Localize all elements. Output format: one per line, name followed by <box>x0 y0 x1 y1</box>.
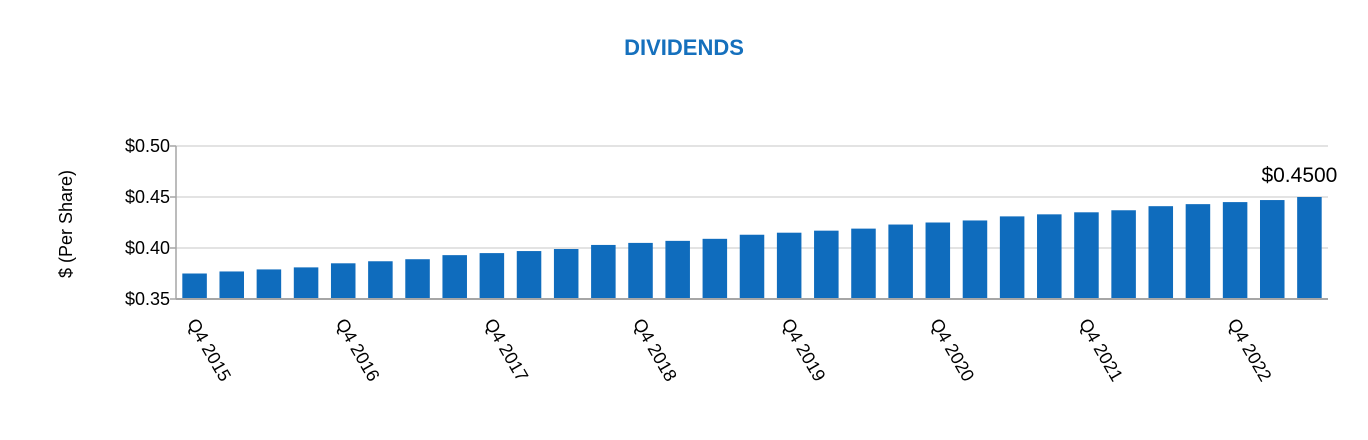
x-tick-label: Q4 2016 <box>332 315 384 385</box>
bar <box>256 269 282 299</box>
bar <box>1111 210 1136 299</box>
y-axis-label: $ (Per Share) <box>56 170 76 278</box>
bar <box>442 255 467 299</box>
bar <box>479 253 505 299</box>
bar <box>776 232 802 299</box>
bar <box>851 228 876 299</box>
bar <box>182 273 207 299</box>
bar <box>628 242 653 299</box>
bar <box>814 230 839 299</box>
bar <box>330 263 356 299</box>
y-tick-label: $0.50 <box>125 136 170 156</box>
x-tick-label: Q4 2015 <box>183 315 235 385</box>
bar <box>702 238 728 299</box>
bar <box>665 240 690 299</box>
value-label: $0.4500 <box>1261 164 1337 187</box>
x-tick-label: Q4 2017 <box>480 315 532 385</box>
bar <box>1222 202 1248 299</box>
bar <box>516 251 542 299</box>
bar <box>1074 212 1099 299</box>
x-tick-label: Q4 2021 <box>1075 315 1127 385</box>
bar <box>405 259 430 299</box>
bar <box>1148 206 1174 299</box>
bar <box>219 271 245 299</box>
bar <box>888 224 913 299</box>
bar <box>1259 200 1285 299</box>
bar <box>1037 214 1062 299</box>
y-tick-label: $0.35 <box>125 289 170 309</box>
bar <box>1185 204 1211 299</box>
bar <box>368 261 393 299</box>
bar <box>293 267 319 299</box>
bar <box>553 249 579 299</box>
x-tick-label: Q4 2018 <box>629 315 681 385</box>
x-tick-label: Q4 2022 <box>1224 315 1276 385</box>
bar <box>962 220 988 299</box>
bar <box>739 234 765 299</box>
bar <box>1297 197 1322 299</box>
y-tick-label: $0.45 <box>125 187 170 207</box>
y-tick-label: $0.40 <box>125 238 170 258</box>
x-tick-label: Q4 2020 <box>926 315 978 385</box>
x-tick-label: Q4 2019 <box>778 315 830 385</box>
bar <box>925 222 951 299</box>
bar <box>999 216 1025 299</box>
chart-title: DIVIDENDS <box>624 35 744 60</box>
bar <box>591 244 616 299</box>
